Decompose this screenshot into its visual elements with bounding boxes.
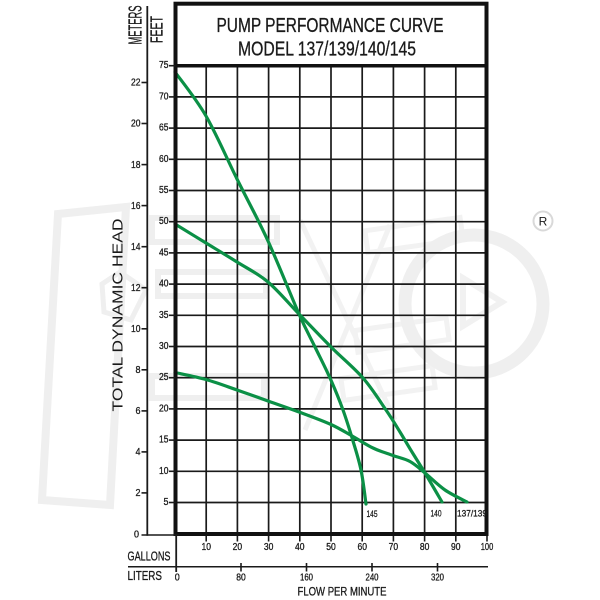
svg-text:TOTAL DYNAMIC HEAD: TOTAL DYNAMIC HEAD [110,218,127,411]
svg-text:80: 80 [420,542,430,553]
svg-text:10: 10 [201,542,211,553]
svg-text:50: 50 [159,216,169,227]
svg-text:PUMP PERFORMANCE CURVE: PUMP PERFORMANCE CURVE [217,15,444,37]
svg-text:10: 10 [159,466,169,477]
svg-text:35: 35 [159,310,169,321]
svg-text:45: 45 [159,247,169,258]
svg-text:GALLONS: GALLONS [128,549,171,564]
svg-text:145: 145 [367,509,378,520]
svg-text:70: 70 [159,91,169,102]
svg-text:12: 12 [131,283,141,294]
svg-text:2: 2 [136,488,141,499]
svg-text:20: 20 [131,119,141,130]
svg-text:50: 50 [326,542,336,553]
svg-text:LITERS: LITERS [128,568,163,583]
svg-text:FLOW PER MINUTE: FLOW PER MINUTE [298,587,387,599]
svg-text:60: 60 [357,542,367,553]
svg-text:160: 160 [300,573,313,584]
svg-text:METERS: METERS [126,6,146,45]
svg-text:16: 16 [131,201,141,212]
svg-text:25: 25 [159,372,169,383]
svg-text:40: 40 [295,542,305,553]
svg-text:6: 6 [136,406,141,417]
svg-text:0: 0 [134,530,139,541]
svg-text:65: 65 [159,123,169,134]
svg-text:70: 70 [389,542,399,553]
svg-text:60: 60 [159,154,169,165]
svg-text:137/139: 137/139 [457,509,487,520]
svg-text:10: 10 [131,324,141,335]
svg-text:40: 40 [159,279,169,290]
svg-text:100: 100 [481,542,494,553]
svg-text:MODEL 137/139/140/145: MODEL 137/139/140/145 [238,39,416,61]
svg-text:20: 20 [159,403,169,414]
svg-text:320: 320 [431,573,444,584]
svg-text:20: 20 [233,542,243,553]
svg-text:90: 90 [451,542,461,553]
svg-text:R: R [539,215,548,229]
svg-text:30: 30 [264,542,274,553]
svg-text:4: 4 [136,447,141,458]
svg-text:30: 30 [159,341,169,352]
svg-text:8: 8 [136,365,141,376]
svg-text:15: 15 [159,435,169,446]
svg-text:55: 55 [159,185,169,196]
svg-text:240: 240 [366,573,379,584]
svg-text:140: 140 [431,509,442,520]
svg-text:80: 80 [236,573,246,584]
svg-text:22: 22 [131,78,141,89]
svg-text:14: 14 [131,242,141,253]
svg-text:18: 18 [131,160,141,171]
svg-text:0: 0 [175,573,180,584]
svg-text:75: 75 [159,60,169,71]
svg-text:5: 5 [164,497,169,508]
svg-text:FEET: FEET [147,16,167,43]
